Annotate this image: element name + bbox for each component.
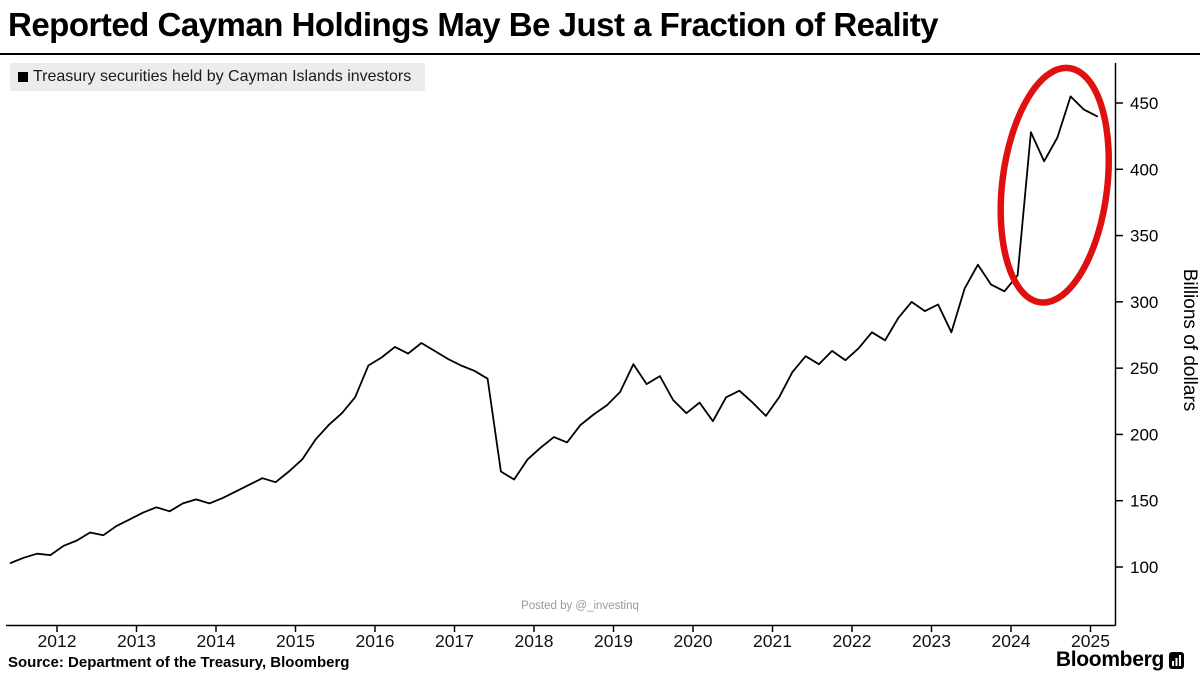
y-tick-label: 100 [1130, 558, 1158, 577]
legend: Treasury securities held by Cayman Islan… [10, 63, 426, 91]
x-tick-label: 2015 [276, 631, 315, 651]
watermark: Posted by @_investinq [521, 600, 639, 612]
x-tick-label: 2014 [197, 631, 236, 651]
bloomberg-logo: Bloomberg [1056, 648, 1184, 672]
bloomberg-wordmark: Bloomberg [1055, 648, 1164, 671]
y-axis-title: Billions of dollars [1179, 269, 1200, 412]
treasury-holdings-line [9, 95, 1098, 564]
x-tick-label: 2021 [753, 631, 792, 651]
y-tick-label: 400 [1130, 160, 1158, 179]
x-tick-label: 2018 [515, 631, 554, 651]
legend-swatch-icon [18, 72, 28, 82]
x-tick-label: 2012 [38, 631, 77, 651]
x-tick-label: 2022 [833, 631, 872, 651]
y-tick-label: 200 [1130, 425, 1158, 444]
x-tick-label: 2024 [992, 631, 1031, 651]
y-tick-label: 150 [1130, 492, 1158, 511]
x-tick-label: 2025 [1071, 631, 1110, 651]
chart: 100 150 200 250 300 350 400 450 2012 2013 2014 2015… [6, 63, 1200, 651]
title-divider [0, 53, 1200, 55]
x-tick-label: 2020 [674, 631, 713, 651]
y-tick-label: 450 [1130, 94, 1158, 113]
source-note: Source: Department of the Treasury, Bloo… [8, 654, 350, 671]
x-tick-label: 2023 [912, 631, 951, 651]
y-tick-label: 250 [1130, 359, 1158, 378]
legend-label: Treasury securities held by Cayman Islan… [33, 68, 412, 85]
x-tick-label: 2016 [356, 631, 395, 651]
x-tick-label: 2019 [594, 631, 633, 651]
x-tick-label: 2017 [435, 631, 474, 651]
x-tick-label: 2013 [117, 631, 156, 651]
y-tick-label: 300 [1130, 293, 1158, 312]
footer: Source: Department of the Treasury, Bloo… [0, 648, 1200, 678]
bloomberg-bars-icon [1169, 651, 1184, 669]
y-tick-label: 350 [1130, 227, 1158, 246]
highlight-circle-annotation [997, 64, 1113, 306]
chart-title: Reported Cayman Holdings May Be Just a F… [8, 6, 939, 43]
